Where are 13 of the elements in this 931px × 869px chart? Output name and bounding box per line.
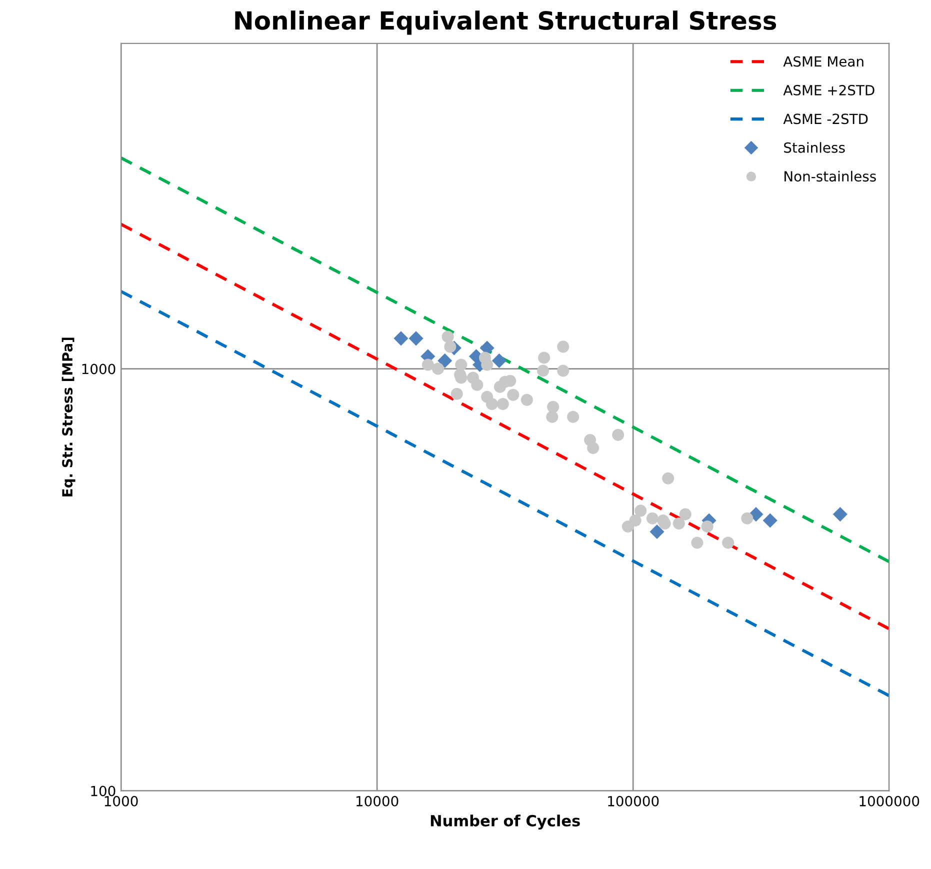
legend-label: ASME -2STD <box>783 114 868 124</box>
legend-label: Stainless <box>784 142 845 153</box>
legend-label: ASME +2STD <box>783 84 874 96</box>
chart-title: Nonlinear Equivalent Structural Stress <box>235 10 776 35</box>
x-tick-label: 100000 <box>608 796 659 806</box>
y-axis-title: Eq. Str. Stress [MPa] <box>62 338 76 496</box>
y-tick-label: 100 <box>91 786 116 796</box>
x-axis-title: Number of Cycles <box>430 814 580 830</box>
x-tick-label: 1000 <box>104 796 138 806</box>
legend-label: ASME Mean <box>783 56 864 67</box>
x-tick-label: 10000 <box>356 796 398 806</box>
legend-label: Non-stainless <box>784 170 876 182</box>
x-tick-label: 1000000 <box>860 796 920 806</box>
